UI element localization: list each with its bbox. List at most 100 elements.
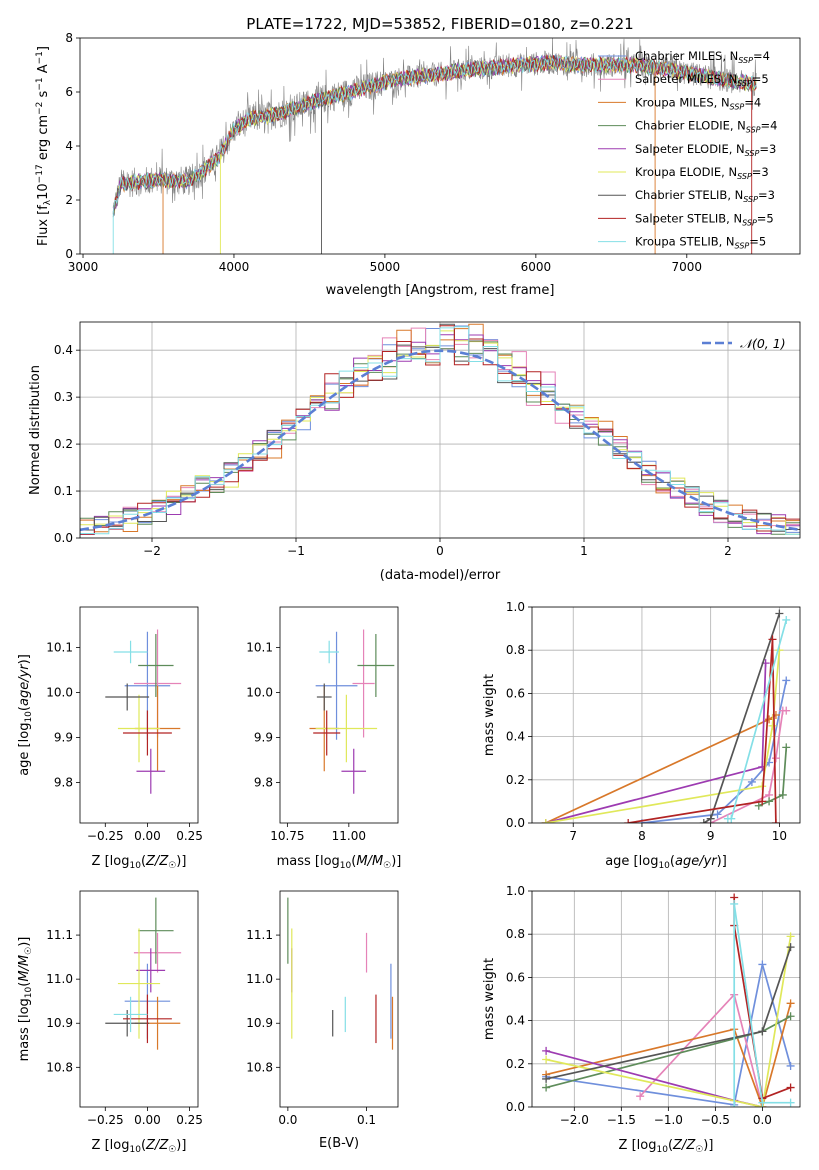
weight-marker xyxy=(541,819,550,823)
x-tick-label: 7 xyxy=(569,829,577,843)
plot-area xyxy=(112,38,757,254)
weight-marker xyxy=(778,790,787,799)
y-tick-label: 10.9 xyxy=(246,1016,273,1030)
y-tick-label: 0.4 xyxy=(506,1014,525,1028)
x-tick-label: 4000 xyxy=(219,260,250,274)
axes-frame xyxy=(531,606,801,824)
weight-marker xyxy=(786,932,795,941)
legend-label: Chabrier ELODIE, NSSP=4 xyxy=(635,119,777,135)
y-tick-label: 6 xyxy=(65,85,73,99)
plot-area xyxy=(105,629,182,794)
legend-label: Kroupa MILES, NSSP=4 xyxy=(635,95,761,111)
weight-marker xyxy=(542,1074,551,1083)
weight-marker xyxy=(624,819,633,823)
weight-marker xyxy=(542,1055,551,1064)
weight-marker xyxy=(765,715,774,724)
y-tick-label: 0.0 xyxy=(506,816,525,830)
x-tick-label: 0.00 xyxy=(134,829,161,843)
plot-area xyxy=(287,897,394,1050)
x-axis-label: Z [log10(Z/Z☉)] xyxy=(619,1138,714,1155)
x-tick-label: −1.5 xyxy=(607,1113,636,1127)
x-axis-label: E(B-V) xyxy=(319,1136,359,1151)
weight-line xyxy=(733,903,791,1107)
weight-marker xyxy=(636,1092,645,1101)
x-tick-label: 0.00 xyxy=(134,1113,161,1127)
x-tick-label: 0.0 xyxy=(753,1113,772,1127)
y-tick-label: 10.0 xyxy=(246,686,273,700)
panel-mass_vs_Z: −0.25 0.00 0.25 10.8 10.9 11.0 11.1 Z [log10(Z/… xyxy=(17,890,203,1155)
y-tick-label: 0 xyxy=(65,247,73,261)
y-tick-label: 0.6 xyxy=(506,970,525,984)
y-tick-label: 8 xyxy=(65,31,73,45)
y-axis-label: Flux [fλ10−17 erg cm−2 s−1 A−1] xyxy=(35,46,53,246)
x-tick-label: 10 xyxy=(772,829,787,843)
x-tick-label: −0.25 xyxy=(87,1113,124,1127)
weight-marker xyxy=(768,721,777,730)
figure-title: PLATE=1722, MJD=53852, FIBERID=0180, z=0… xyxy=(246,15,633,33)
legend-label: Chabrier MILES, NSSP=4 xyxy=(635,49,770,65)
plot-area xyxy=(309,629,395,794)
weight-marker xyxy=(542,1083,551,1092)
x-tick-label: −2.0 xyxy=(560,1113,589,1127)
x-tick-label: 6000 xyxy=(521,260,552,274)
axes-frame xyxy=(79,321,801,539)
weight-marker xyxy=(727,814,736,823)
x-tick-label: −0.25 xyxy=(87,829,124,843)
x-tick-label: 10.75 xyxy=(270,829,304,843)
x-axis-label: wavelength [Angstrom, rest frame] xyxy=(326,283,555,298)
weight-marker xyxy=(775,609,784,618)
y-tick-label: 11.1 xyxy=(246,928,273,942)
x-tick-label: 1 xyxy=(580,544,588,558)
y-tick-label: 0.8 xyxy=(506,643,525,657)
spectrum-model-line xyxy=(112,55,757,214)
weight-marker xyxy=(786,943,795,952)
x-tick-label: 0.25 xyxy=(176,1113,203,1127)
legend-label: 𝒩(0, 1) xyxy=(740,336,786,351)
y-tick-label: 9.8 xyxy=(254,776,273,790)
weight-marker xyxy=(786,999,795,1008)
weight-marker xyxy=(758,1027,767,1036)
x-axis-label: age [log10(age/yr)] xyxy=(605,854,727,871)
legend-label: Salpeter ELODIE, NSSP=3 xyxy=(635,142,776,158)
y-tick-label: 10.0 xyxy=(46,686,73,700)
gaussian-curve xyxy=(80,349,800,532)
x-tick-label: −2 xyxy=(143,544,161,558)
y-tick-label: 1.0 xyxy=(506,884,525,898)
x-tick-label: 5000 xyxy=(370,260,401,274)
y-tick-label: 9.9 xyxy=(254,731,273,745)
weight-marker xyxy=(771,819,780,823)
x-tick-label: −1 xyxy=(287,544,305,558)
plot-area xyxy=(532,607,800,823)
axes-frame xyxy=(279,890,399,1108)
weight-line xyxy=(628,639,777,823)
axes-frame xyxy=(279,606,399,824)
y-tick-label: 0.4 xyxy=(54,343,73,357)
weight-marker xyxy=(758,1098,767,1107)
panel-mass_vs_EBV: 0.0 0.1 10.8 10.9 11.0 11.1 E(B-V) xyxy=(246,890,399,1151)
weight-marker xyxy=(713,810,722,819)
y-tick-label: 10.1 xyxy=(46,641,73,655)
y-tick-label: 0.3 xyxy=(54,390,73,404)
y-tick-label: 0.6 xyxy=(506,686,525,700)
weight-marker xyxy=(771,754,780,763)
y-axis-label: mass weight xyxy=(482,674,497,756)
y-tick-label: 11.0 xyxy=(46,972,73,986)
x-axis-label: Z [log10(Z/Z☉)] xyxy=(92,1138,187,1155)
weight-line xyxy=(545,650,781,823)
y-tick-label: 0.8 xyxy=(506,927,525,941)
weight-line xyxy=(545,1003,792,1107)
x-tick-label: 0.1 xyxy=(357,1113,376,1127)
x-axis-label: (data-model)/error xyxy=(380,568,501,583)
y-tick-label: 0.1 xyxy=(54,484,73,498)
panel-weight_vs_age: 7 8 9 10 0.0 0.2 0.4 0.6 0.8 1.0 age [log10(age/yr… xyxy=(482,600,801,871)
legend-label: Salpeter STELIB, NSSP=5 xyxy=(635,211,774,227)
y-tick-label: 10.9 xyxy=(46,1016,73,1030)
y-tick-label: 2 xyxy=(65,193,73,207)
y-axis-label: Normed distribution xyxy=(28,365,43,495)
x-tick-label: 9 xyxy=(707,829,715,843)
x-tick-label: −0.5 xyxy=(701,1113,730,1127)
x-axis-label: mass [log10(M/M☉)] xyxy=(277,854,402,871)
legend-label: Salpeter MILES, NSSP=5 xyxy=(635,72,769,88)
axes-frame xyxy=(79,890,199,1108)
panel-age_vs_mass: 10.75 11.00 9.8 9.9 10.0 10.1 mass [log10(M/M☉… xyxy=(246,606,402,871)
